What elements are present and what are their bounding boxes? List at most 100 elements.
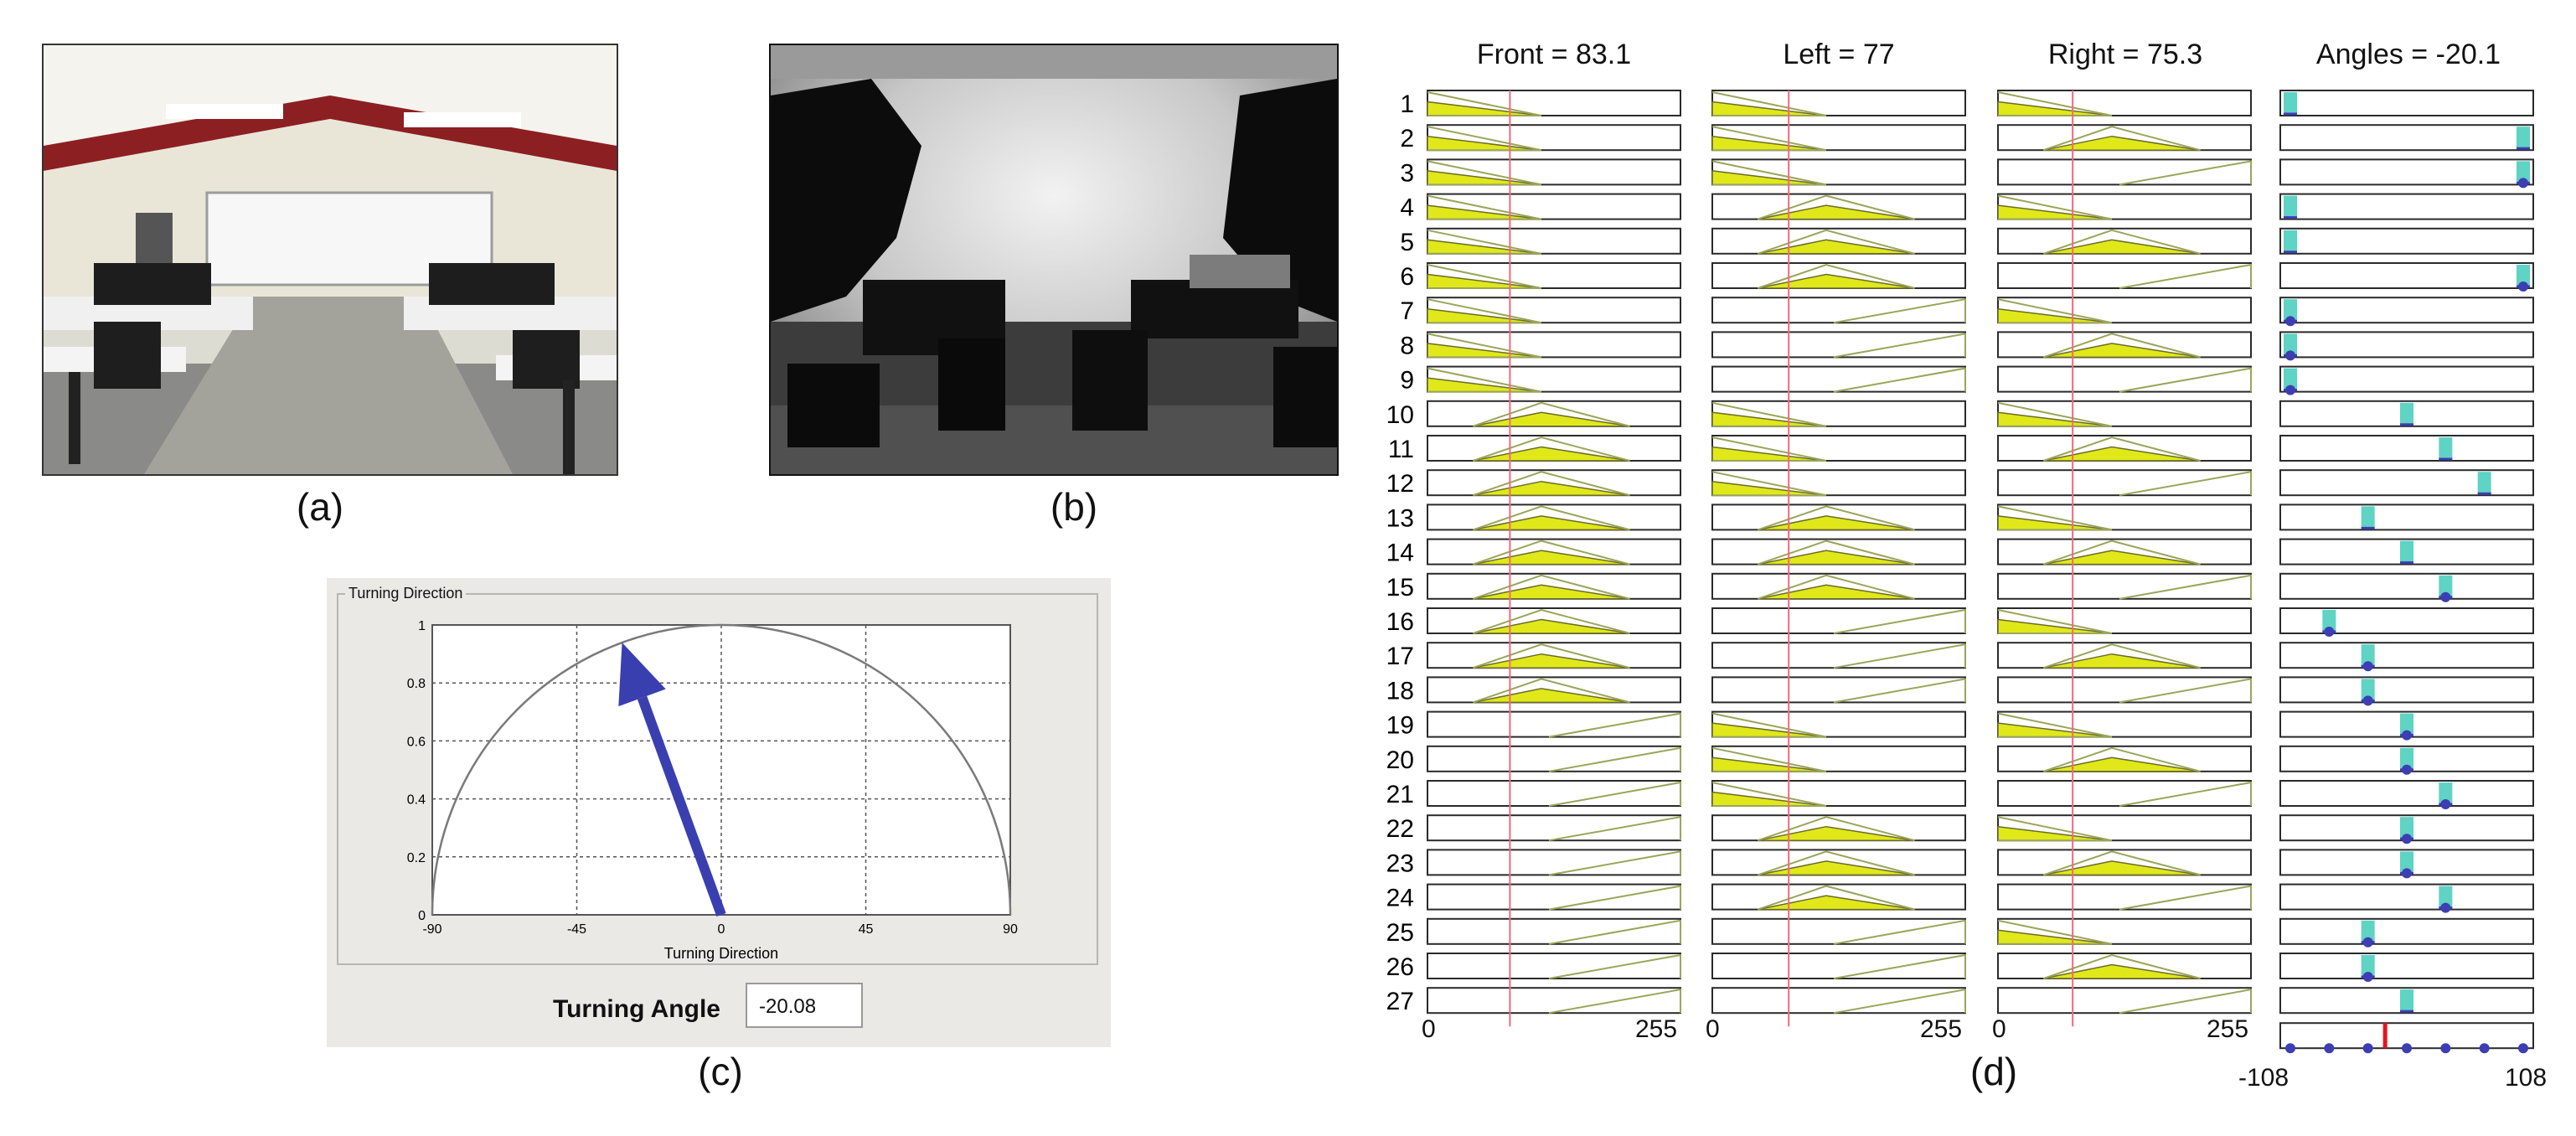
angles-axis-min: -108 bbox=[2238, 1064, 2289, 1092]
front-rule-cell bbox=[1427, 953, 1681, 979]
angles-output-dot bbox=[2362, 972, 2373, 982]
left-rule-cell bbox=[1711, 987, 1966, 1015]
front-rule-cell bbox=[1427, 710, 1681, 738]
left-mf-outline bbox=[1833, 989, 1966, 1015]
rule-row-label: 8 bbox=[1400, 332, 1414, 359]
left-mf-fill bbox=[1758, 825, 1915, 841]
rule-row-label: 2 bbox=[1400, 125, 1414, 152]
front-mf-outline bbox=[1427, 160, 1542, 186]
right-mf-outline bbox=[2119, 678, 2252, 704]
rule-row-label: 15 bbox=[1386, 574, 1414, 602]
rule-row-label: 25 bbox=[1386, 919, 1414, 947]
right-rule-cell bbox=[1997, 469, 2252, 497]
rule-row-label: 19 bbox=[1386, 712, 1414, 740]
header-right: Right = 75.3 bbox=[2047, 39, 2203, 70]
front-mf-outline bbox=[1427, 298, 1542, 324]
front-rule-cell bbox=[1427, 849, 1681, 876]
front-axis-max: 255 bbox=[1635, 1015, 1678, 1043]
front-mf-outline bbox=[1473, 643, 1630, 669]
angles-output-bar bbox=[2439, 782, 2453, 804]
left-mf-outline bbox=[1711, 401, 1827, 427]
angles-aggregate-dot bbox=[2402, 1043, 2412, 1054]
turning-x-tick-labels: -90 -45 0 45 90 bbox=[422, 922, 1018, 937]
front-mf-outline bbox=[1427, 126, 1542, 152]
left-mf-fill bbox=[1758, 273, 1915, 289]
front-mf-outline bbox=[1473, 436, 1630, 462]
left-mf-fill bbox=[1758, 550, 1915, 565]
angles-rule-cell bbox=[2279, 503, 2534, 531]
right-mf-outline bbox=[2119, 574, 2252, 600]
right-mf-outline bbox=[2043, 436, 2201, 462]
left-mf-fill bbox=[1758, 895, 1915, 911]
unit-semicircle bbox=[431, 623, 1012, 916]
right-mf-outline bbox=[2043, 953, 2201, 979]
left-rule-cell bbox=[1711, 365, 1966, 393]
turning-angle-label: Turning Angle bbox=[553, 995, 720, 1023]
angles-rule-cell bbox=[2279, 331, 2534, 359]
left-mf-outline bbox=[1758, 229, 1915, 255]
angles-output-bar bbox=[2400, 851, 2413, 874]
left-mf-outline bbox=[1758, 505, 1915, 531]
left-mf-outline bbox=[1833, 608, 1966, 634]
x-tick-label: -90 bbox=[422, 922, 441, 937]
front-mf-outline bbox=[1548, 781, 1681, 807]
left-axis-min: 0 bbox=[1706, 1015, 1720, 1043]
angles-rule-cell bbox=[2279, 607, 2534, 634]
front-mf-fill bbox=[1473, 446, 1630, 462]
angles-output-dot bbox=[2362, 695, 2373, 706]
left-mf-outline bbox=[1758, 194, 1915, 220]
right-mf-outline bbox=[2043, 540, 2201, 565]
angles-output-bar bbox=[2439, 886, 2453, 908]
angles-output-dot bbox=[2440, 799, 2451, 809]
rule-row-label: 13 bbox=[1386, 504, 1414, 532]
angles-rule-cell bbox=[2279, 124, 2534, 152]
left-mf-outline bbox=[1758, 885, 1915, 911]
front-rule-cell bbox=[1427, 814, 1681, 842]
right-rule-cell bbox=[1997, 883, 2252, 911]
angles-aggregate-dot bbox=[2324, 1043, 2335, 1054]
front-mf-outline bbox=[1427, 333, 1542, 359]
header-angles: Angles = -20.1 bbox=[2315, 39, 2501, 70]
right-axis-max: 255 bbox=[2207, 1015, 2249, 1043]
front-rule-cell bbox=[1427, 917, 1681, 945]
right-mf-outline bbox=[1997, 298, 2113, 324]
left-mf-outline bbox=[1711, 436, 1827, 462]
right-mf-fill bbox=[2043, 860, 2201, 876]
angles-rule-cell bbox=[2279, 917, 2534, 945]
angles-output-bar bbox=[2322, 610, 2336, 632]
right-mf-outline bbox=[1997, 609, 2113, 634]
left-mf-outline bbox=[1711, 471, 1827, 497]
angles-rule-cell bbox=[2279, 469, 2534, 497]
turning-x-label: Turning Direction bbox=[664, 945, 778, 962]
angles-output-bar bbox=[2284, 299, 2297, 322]
angles-rule-cell bbox=[2279, 572, 2534, 600]
left-mf-outline bbox=[1711, 126, 1827, 152]
right-mf-fill bbox=[2043, 756, 2201, 772]
angles-aggregate-dot bbox=[2285, 1043, 2295, 1054]
left-mf-outline bbox=[1758, 540, 1915, 565]
right-rule-cell bbox=[1997, 158, 2252, 186]
left-mf-outline bbox=[1758, 850, 1915, 876]
front-rule-cell bbox=[1427, 780, 1681, 807]
angles-output-bar bbox=[2400, 747, 2413, 770]
right-mf-fill bbox=[2043, 343, 2201, 359]
rule-row-label: 7 bbox=[1400, 297, 1414, 325]
front-mf-outline bbox=[1473, 401, 1630, 427]
angles-output-bar bbox=[2400, 989, 2413, 1012]
header-front: Front = 83.1 bbox=[1476, 39, 1632, 70]
right-mf-fill bbox=[2043, 963, 2201, 979]
left-rule-cell bbox=[1711, 953, 1966, 979]
left-mf-fill bbox=[1758, 204, 1915, 220]
angles-output-bar bbox=[2361, 955, 2375, 977]
y-tick-label: 1 bbox=[418, 619, 426, 633]
turning-angle-field[interactable]: -20.08 bbox=[746, 983, 863, 1028]
left-rule-cell bbox=[1711, 917, 1966, 945]
front-mf-outline bbox=[1548, 989, 1681, 1015]
angles-output-dot bbox=[2402, 730, 2412, 741]
angles-aggregate-dot bbox=[2479, 1043, 2490, 1054]
front-rule-cell bbox=[1427, 90, 1681, 116]
left-rule-cell bbox=[1711, 676, 1966, 704]
angles-output-bar bbox=[2517, 127, 2530, 149]
y-tick-label: 0.8 bbox=[407, 677, 426, 691]
